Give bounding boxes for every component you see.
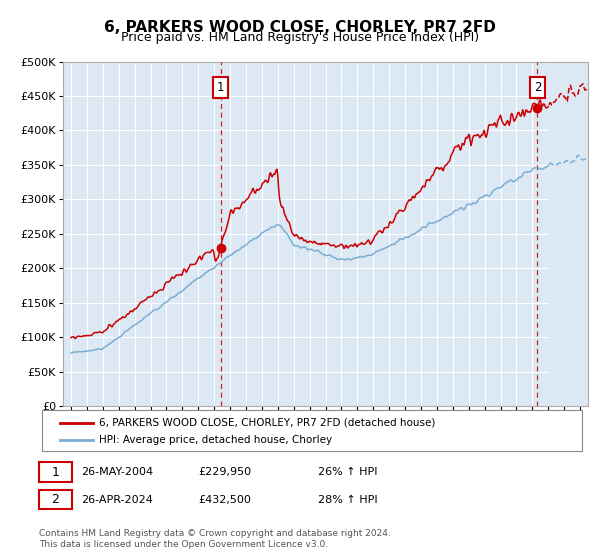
- Text: 28% ↑ HPI: 28% ↑ HPI: [318, 494, 377, 505]
- Text: HPI: Average price, detached house, Chorley: HPI: Average price, detached house, Chor…: [99, 435, 332, 445]
- Text: 2: 2: [533, 81, 541, 94]
- Text: 26-MAY-2004: 26-MAY-2004: [81, 467, 153, 477]
- Text: Price paid vs. HM Land Registry's House Price Index (HPI): Price paid vs. HM Land Registry's House …: [121, 31, 479, 44]
- Text: 26% ↑ HPI: 26% ↑ HPI: [318, 467, 377, 477]
- Text: 6, PARKERS WOOD CLOSE, CHORLEY, PR7 2FD (detached house): 6, PARKERS WOOD CLOSE, CHORLEY, PR7 2FD …: [99, 418, 436, 428]
- Bar: [548, 62, 600, 406]
- Text: £229,950: £229,950: [198, 467, 251, 477]
- Text: 1: 1: [217, 81, 224, 94]
- Text: 6, PARKERS WOOD CLOSE, CHORLEY, PR7 2FD: 6, PARKERS WOOD CLOSE, CHORLEY, PR7 2FD: [104, 20, 496, 35]
- Text: Contains HM Land Registry data © Crown copyright and database right 2024.
This d: Contains HM Land Registry data © Crown c…: [39, 529, 391, 549]
- Text: 26-APR-2024: 26-APR-2024: [81, 494, 153, 505]
- Text: £432,500: £432,500: [198, 494, 251, 505]
- Text: 2: 2: [52, 493, 59, 506]
- Text: 1: 1: [52, 465, 59, 479]
